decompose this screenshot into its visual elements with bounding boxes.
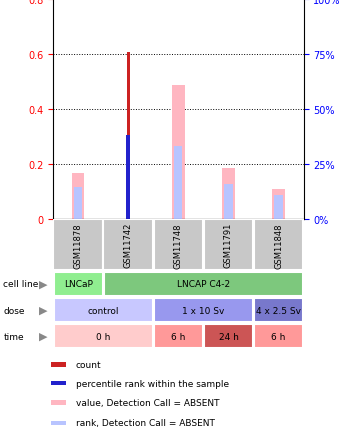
Text: rank, Detection Call = ABSENT: rank, Detection Call = ABSENT [76, 418, 215, 427]
Text: ▶: ▶ [39, 306, 47, 315]
Bar [154, 298, 253, 322]
Bar [172, 86, 185, 219]
Text: count: count [76, 360, 102, 369]
Bar [72, 174, 84, 219]
Text: GSM11878: GSM11878 [74, 223, 83, 268]
Text: GSM11848: GSM11848 [274, 223, 283, 268]
Bar [104, 220, 153, 271]
Bar [54, 298, 153, 322]
Bar [254, 220, 303, 271]
Bar [274, 196, 283, 219]
Text: 1 x 10 Sv: 1 x 10 Sv [182, 306, 225, 315]
Text: LNCAP C4-2: LNCAP C4-2 [177, 280, 230, 289]
Bar [74, 187, 82, 219]
Text: 4 x 2.5 Sv: 4 x 2.5 Sv [256, 306, 301, 315]
Bar [127, 53, 130, 219]
Text: value, Detection Call = ABSENT: value, Detection Call = ABSENT [76, 398, 220, 407]
Bar [254, 324, 303, 349]
Bar [54, 324, 153, 349]
Bar [54, 220, 103, 271]
Text: cell line: cell line [3, 280, 39, 289]
Text: 6 h: 6 h [271, 332, 286, 341]
Text: ▶: ▶ [39, 279, 47, 289]
Bar [51, 421, 66, 425]
Text: ▶: ▶ [39, 332, 47, 341]
Bar [51, 400, 66, 405]
Bar [54, 272, 103, 296]
Text: LNCaP: LNCaP [64, 280, 93, 289]
Bar [204, 324, 253, 349]
Bar [154, 324, 203, 349]
Bar [127, 135, 130, 219]
Text: dose: dose [3, 306, 25, 315]
Bar [222, 168, 235, 219]
Text: percentile rank within the sample: percentile rank within the sample [76, 379, 229, 388]
Bar [254, 298, 303, 322]
Text: control: control [87, 306, 119, 315]
Text: 24 h: 24 h [218, 332, 238, 341]
Bar [154, 220, 203, 271]
Text: 0 h: 0 h [96, 332, 110, 341]
Text: GSM11748: GSM11748 [174, 223, 183, 268]
Bar [51, 381, 66, 385]
Text: GSM11742: GSM11742 [124, 223, 133, 268]
Bar [51, 362, 66, 367]
Bar [104, 272, 303, 296]
Text: GSM11791: GSM11791 [224, 223, 233, 268]
Bar [204, 220, 253, 271]
Bar [174, 147, 182, 219]
Text: 6 h: 6 h [171, 332, 186, 341]
Text: time: time [3, 332, 24, 341]
Bar [224, 184, 233, 219]
Bar [272, 190, 285, 219]
